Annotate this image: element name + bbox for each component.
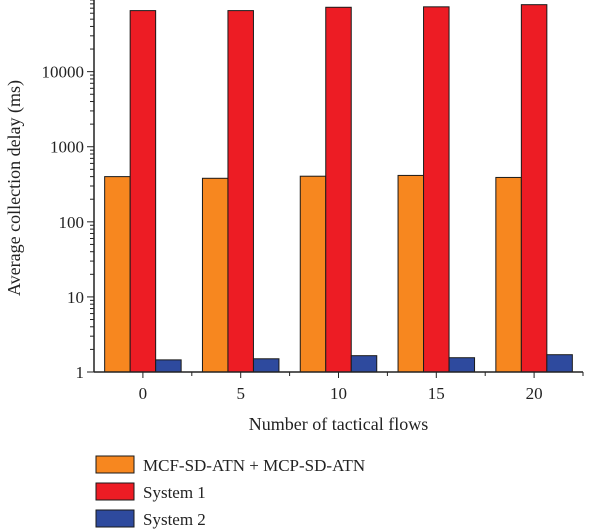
bar-system-2-20 <box>546 354 573 373</box>
bar-system-1-15 <box>423 6 450 373</box>
legend-swatch <box>95 509 135 528</box>
bar-system-2-0 <box>155 359 182 373</box>
x-tick-label: 10 <box>330 384 347 403</box>
bar-mcf-sd-atn-mcp-sd-atn-0 <box>104 176 131 373</box>
bar-system-1-20 <box>520 4 548 373</box>
x-tick-label: 5 <box>236 384 245 403</box>
y-axis-title: Average collection delay (ms) <box>4 80 25 296</box>
x-axis-title: Number of tactical flows <box>249 414 428 434</box>
bar-mcf-sd-atn-mcp-sd-atn-15 <box>397 174 425 373</box>
legend-label: System 1 <box>143 483 206 502</box>
x-tick-label: 0 <box>139 384 148 403</box>
bar-mcf-sd-atn-mcp-sd-atn-10 <box>299 175 327 373</box>
legend-label: System 2 <box>143 510 206 529</box>
y-tick-label: 1000 <box>50 138 84 157</box>
legend-swatch <box>95 482 135 501</box>
y-tick-label: 10000 <box>42 63 85 82</box>
bar-system-2-5 <box>252 358 280 373</box>
legend-label: MCF-SD-ATN + MCP-SD-ATN <box>143 456 365 475</box>
y-tick-label: 100 <box>59 213 85 232</box>
x-tick-label: 20 <box>526 384 543 403</box>
bar-system-2-10 <box>350 355 378 373</box>
y-tick-label: 10 <box>67 288 84 307</box>
bar-mcf-sd-atn-mcp-sd-atn-5 <box>201 177 229 373</box>
bars-group <box>104 4 573 373</box>
bar-mcf-sd-atn-mcp-sd-atn-20 <box>495 176 522 373</box>
bar-system-1-10 <box>325 6 352 373</box>
legend: MCF-SD-ATN + MCP-SD-ATN System 1 System 2 <box>95 455 365 529</box>
bar-system-1-0 <box>129 10 157 373</box>
x-tick-label: 15 <box>428 384 445 403</box>
legend-swatch <box>95 455 135 474</box>
bar-system-2-15 <box>448 357 476 373</box>
axes-group: 1 10 100 1000 10000 0 5 10 15 20 <box>42 0 584 403</box>
y-tick-label: 1 <box>76 363 85 382</box>
bar-system-1-5 <box>227 10 254 373</box>
